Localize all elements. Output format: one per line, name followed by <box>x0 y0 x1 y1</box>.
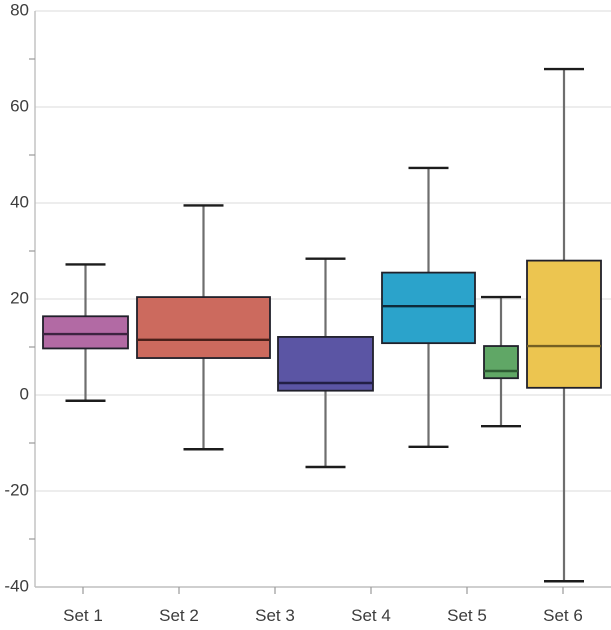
x-category-label-6: Set 6 <box>543 606 583 625</box>
y-tick-label--40: -40 <box>4 576 29 595</box>
y-tick-label--20: -20 <box>4 480 29 499</box>
y-tick-label-0: 0 <box>20 384 29 403</box>
x-category-label-2: Set 2 <box>159 606 199 625</box>
box-set-6 <box>526 259 602 389</box>
y-tick-label-80: 80 <box>10 0 29 19</box>
box-set-5 <box>483 345 519 380</box>
y-tick-label-20: 20 <box>10 288 29 307</box>
x-category-label-1: Set 1 <box>63 606 103 625</box>
x-category-label-5: Set 5 <box>447 606 487 625</box>
box-set-3 <box>277 336 374 392</box>
x-category-label-4: Set 4 <box>351 606 391 625</box>
box-set-2 <box>136 296 271 359</box>
y-tick-label-60: 60 <box>10 96 29 115</box>
x-category-label-3: Set 3 <box>255 606 295 625</box>
y-tick-label-40: 40 <box>10 192 29 211</box>
box-set-1 <box>42 315 129 350</box>
box-set-4 <box>381 271 476 345</box>
